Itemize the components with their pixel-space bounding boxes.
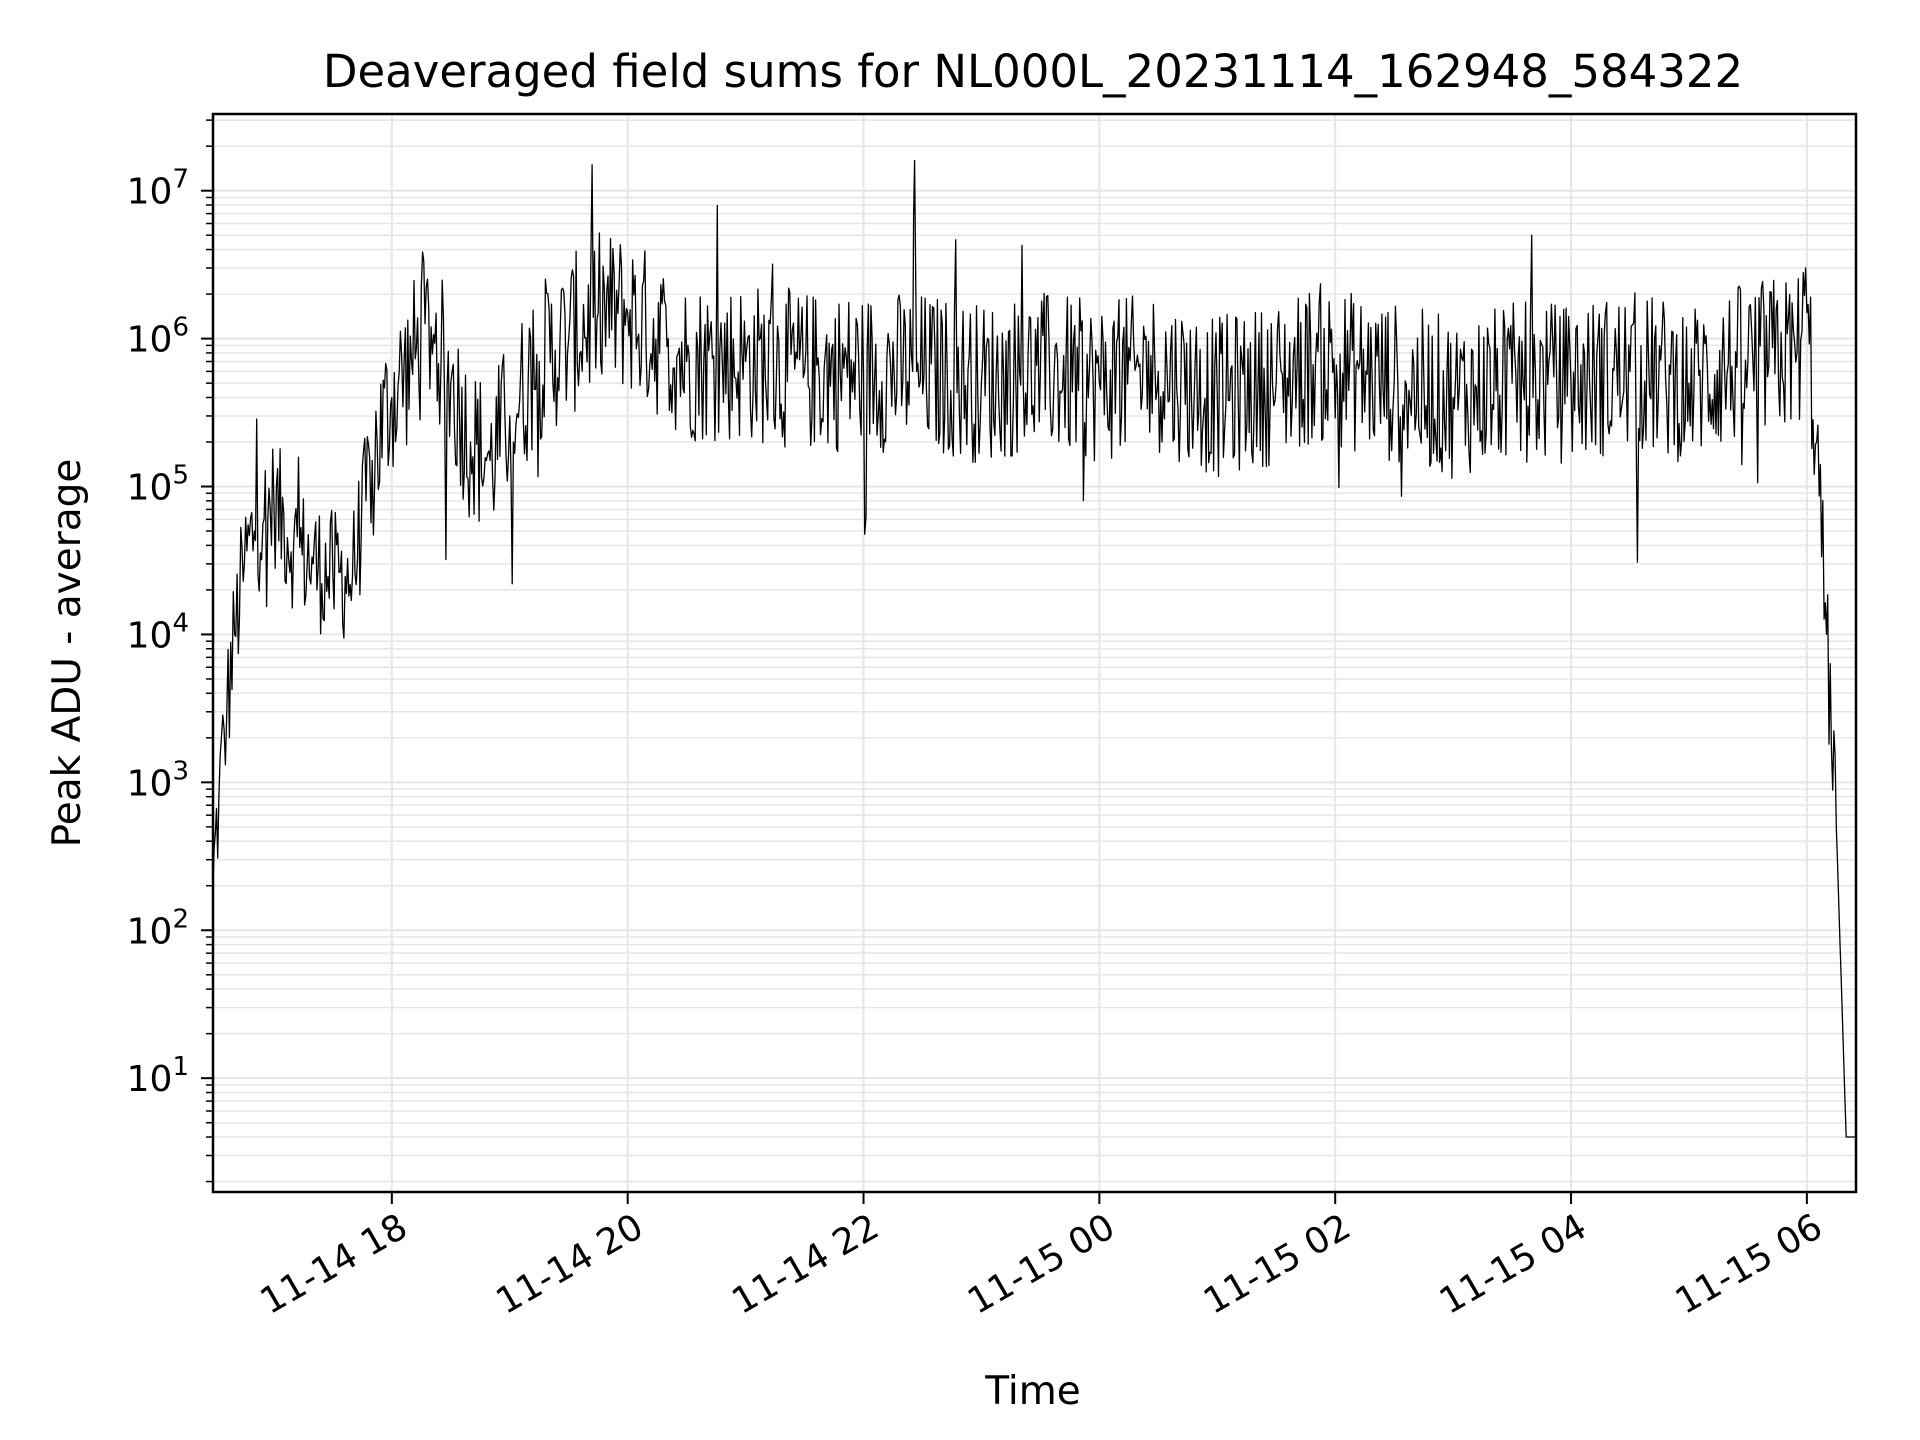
- x-axis: 11-14 18 11-14 20 11-14 22 11-15 00 11-15 02…: [254, 1192, 1830, 1323]
- y-tick-label: 106: [127, 313, 189, 361]
- series-layer: [212, 159, 1856, 1138]
- y-tick-label: 107: [127, 165, 189, 213]
- y-axis-label: Peak ADU - average: [45, 459, 90, 848]
- x-tick-label: 11-15 06: [1669, 1206, 1830, 1322]
- x-tick-label: 11-15 04: [1433, 1206, 1594, 1322]
- x-tick-label: 11-15 02: [1197, 1206, 1358, 1322]
- x-axis-label: Time: [984, 1369, 1080, 1414]
- y-tick-label: 102: [127, 904, 189, 952]
- y-axis: 101 102 103 104 105 106 107: [127, 119, 213, 1183]
- x-tick-label: 11-14 22: [725, 1206, 886, 1322]
- y-tick-label: 104: [127, 608, 189, 656]
- y-tick-label: 103: [127, 756, 189, 804]
- x-tick-label: 11-15 00: [961, 1206, 1122, 1322]
- plot-frame: [211, 112, 1858, 1194]
- series-line: [212, 159, 1856, 1138]
- y-tick-label: 105: [127, 461, 189, 509]
- chart-title: Deaveraged field sums for NL000L_2023111…: [323, 45, 1743, 98]
- x-tick-label: 11-14 20: [490, 1206, 651, 1322]
- x-tick-label: 11-14 18: [254, 1206, 415, 1322]
- grid-layer: [213, 114, 1856, 1192]
- y-tick-label: 101: [127, 1052, 189, 1100]
